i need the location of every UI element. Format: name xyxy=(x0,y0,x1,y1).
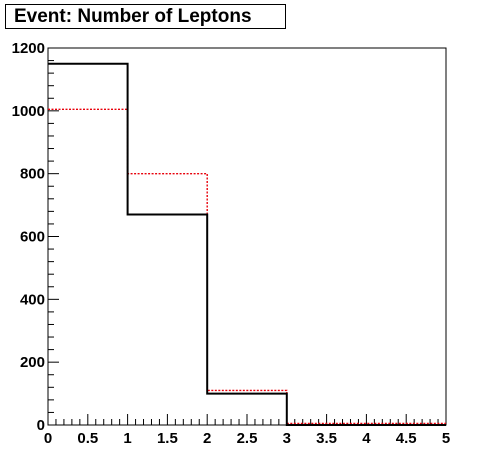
x-tick-label: 3 xyxy=(283,430,291,447)
x-tick-label: 5 xyxy=(442,430,450,447)
x-tick-label: 0.5 xyxy=(77,430,98,447)
axes: 0 0.5 1 1.5 2 2.5 3 3.5 4 4.5 5 0 200 400 600 800 1000 12… xyxy=(12,40,451,447)
y-tick-label: 200 xyxy=(20,354,45,371)
histogram-series-1 xyxy=(48,108,446,425)
y-tick-label: 800 xyxy=(20,166,45,183)
histogram-series-0 xyxy=(48,62,446,426)
y-tick-label: 0 xyxy=(37,417,45,434)
y-tick-label: 1200 xyxy=(12,40,45,57)
x-tick-label: 4.5 xyxy=(396,430,417,447)
series-layer xyxy=(48,62,446,426)
plot-frame xyxy=(47,47,447,426)
x-tick-label: 0 xyxy=(44,430,52,447)
x-tick-label: 2.5 xyxy=(237,430,258,447)
chart-title: Event: Number of Leptons xyxy=(5,4,286,29)
x-tick-label: 4 xyxy=(362,430,371,447)
x-tick-label: 3.5 xyxy=(316,430,337,447)
y-tick-label: 600 xyxy=(20,229,45,246)
y-tick-label: 1000 xyxy=(12,103,45,120)
x-tick-label: 1 xyxy=(123,430,131,447)
x-tick-label: 2 xyxy=(203,430,211,447)
x-tick-label: 1.5 xyxy=(157,430,178,447)
y-tick-label: 400 xyxy=(20,291,45,308)
